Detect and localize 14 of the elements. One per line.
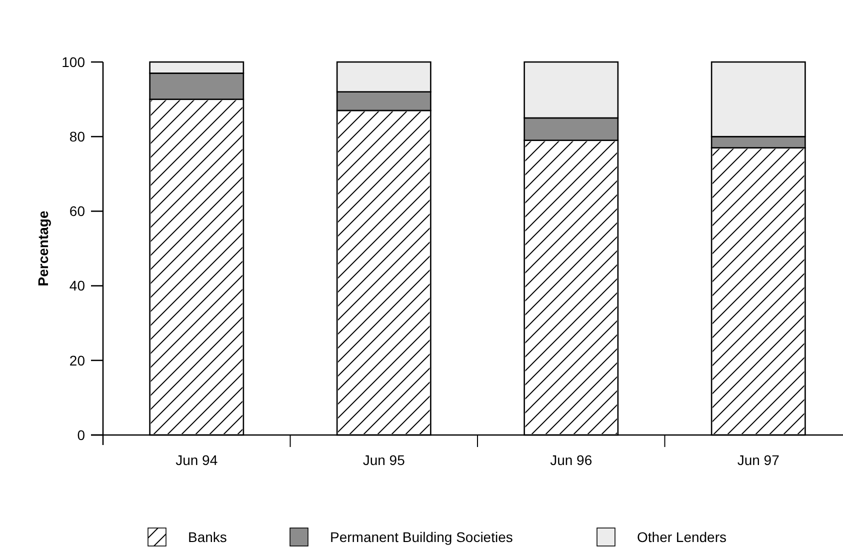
x-tick-label: Jun 94: [176, 452, 218, 468]
legend-label: Permanent Building Societies: [330, 528, 513, 545]
y-axis-title: Percentage: [35, 210, 51, 286]
y-tick-label: 20: [69, 352, 86, 368]
x-tick-label: Jun 97: [737, 452, 780, 468]
y-tick-label: 80: [69, 128, 86, 144]
y-tick-label: 40: [69, 278, 86, 294]
legend-label: Banks: [188, 528, 227, 545]
y-tick-label: 60: [69, 203, 86, 220]
legend-label: Other Lenders: [637, 528, 726, 545]
y-tick-label: 100: [62, 54, 86, 70]
y-tick-label: 0: [77, 426, 86, 443]
x-tick-label: Jun 96: [550, 452, 592, 468]
x-tick-label: Jun 95: [362, 452, 406, 468]
